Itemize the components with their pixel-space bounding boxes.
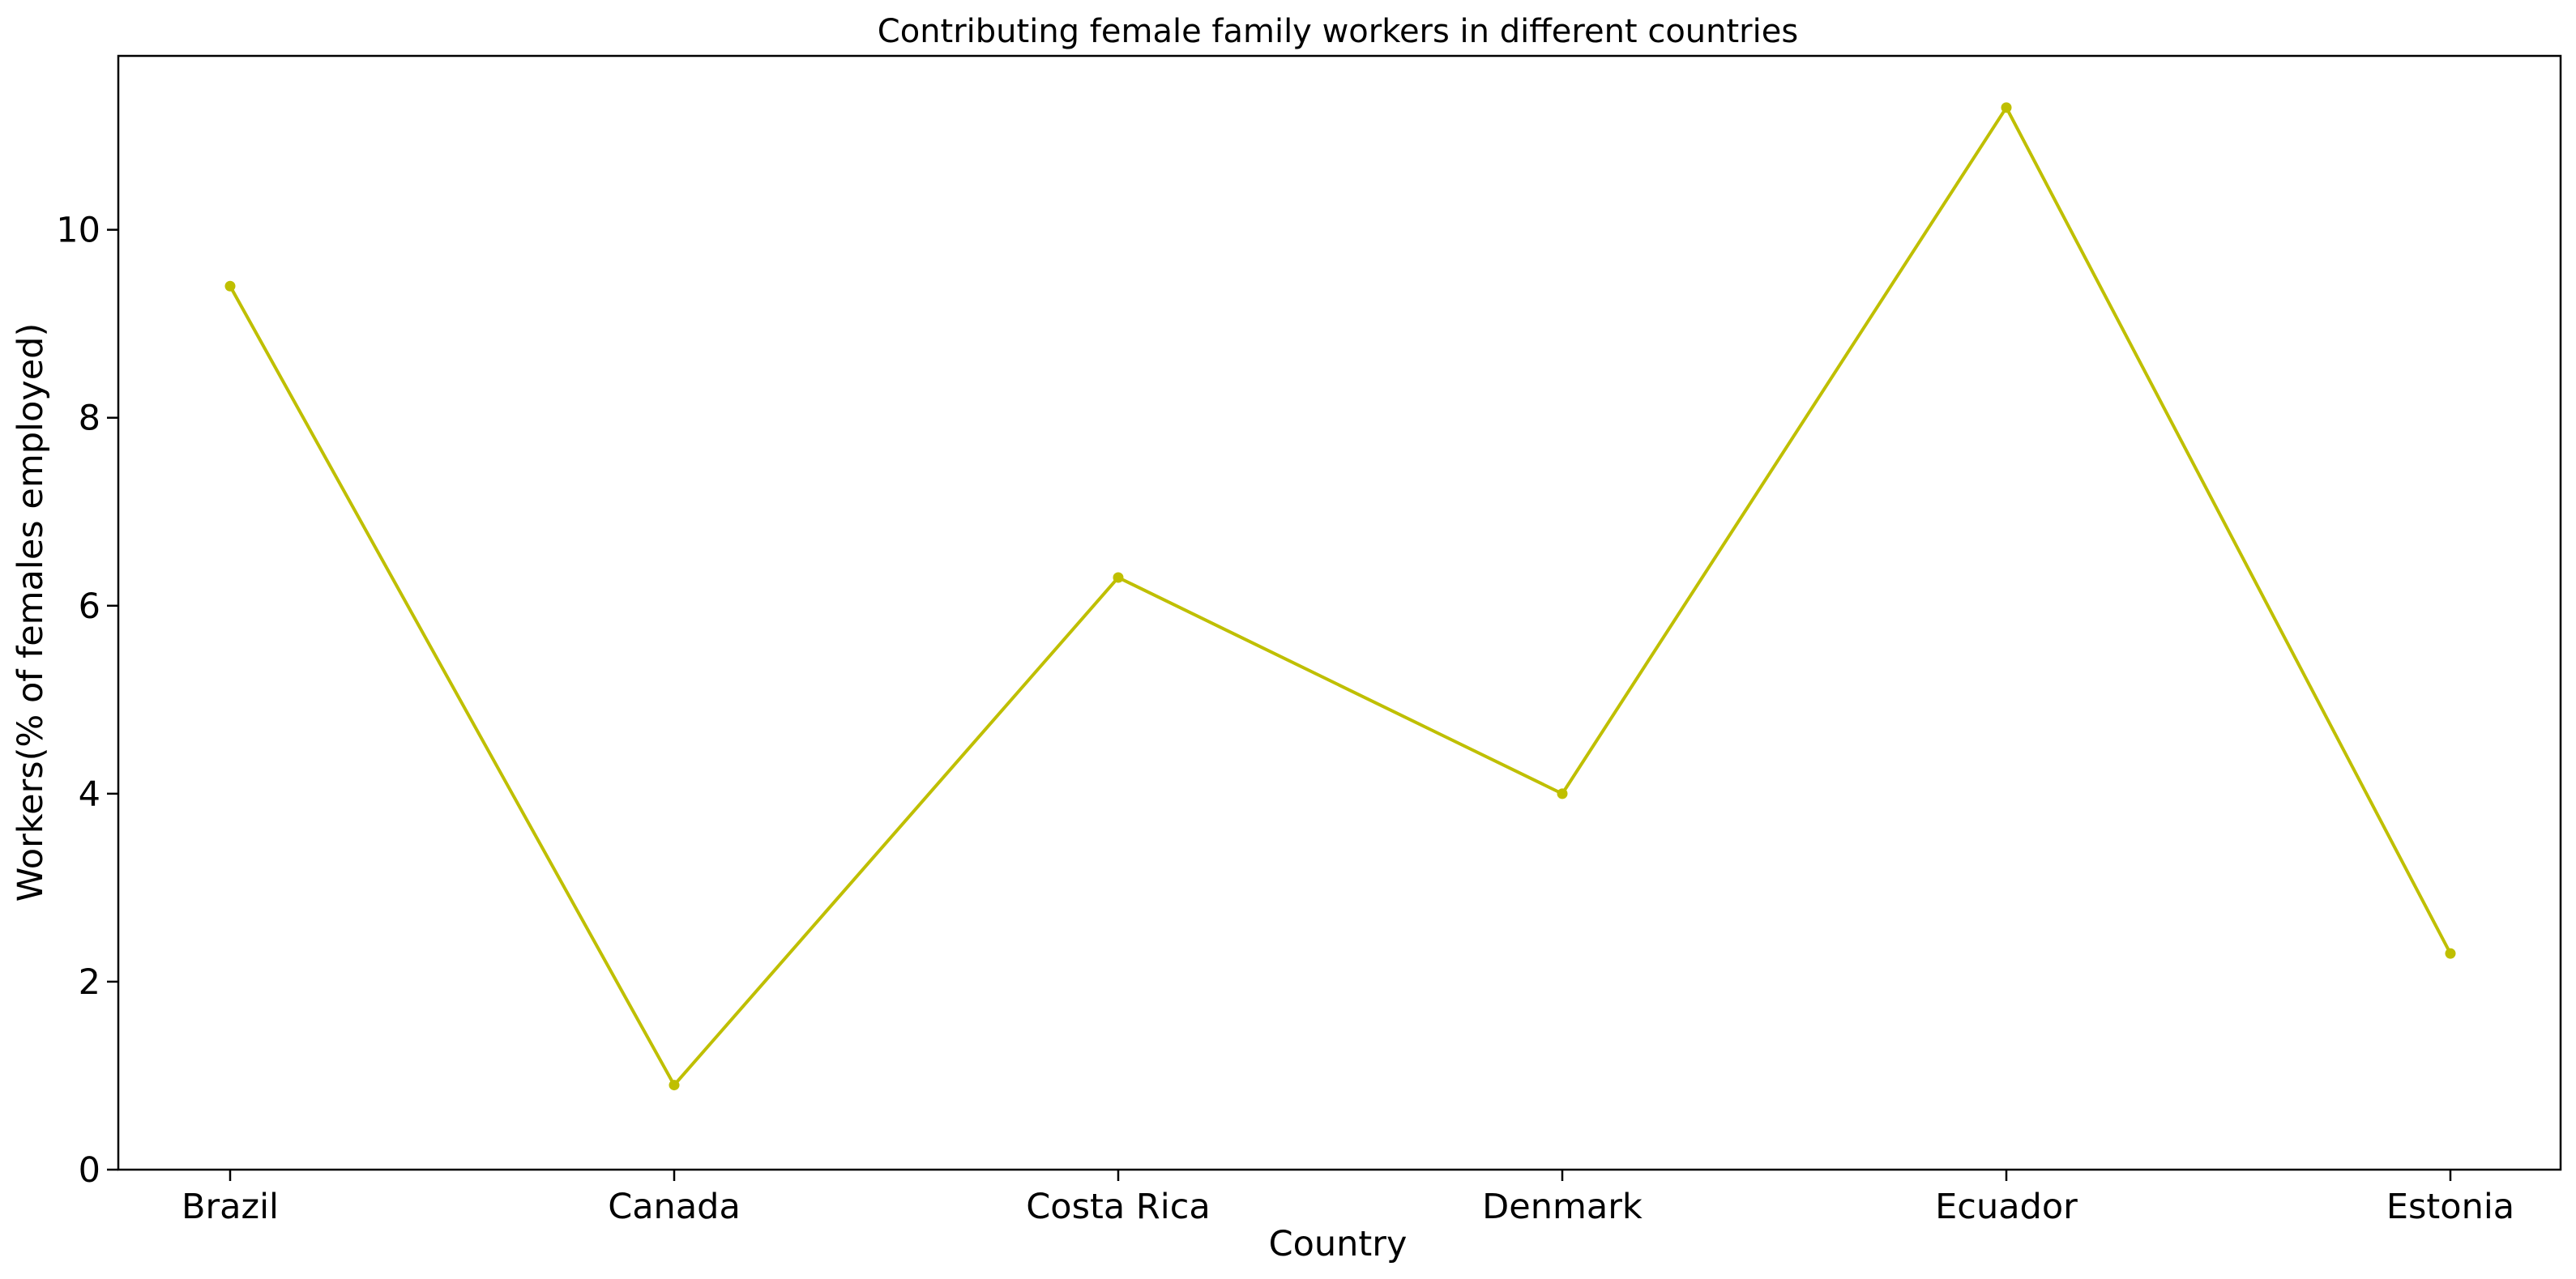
- x-axis: Brazil Canada Costa Rica Denmark Ecuador Esto…: [182, 1170, 2514, 1227]
- data-point: [2001, 102, 2012, 113]
- y-tick-label: 8: [79, 399, 100, 439]
- x-axis-label: Country: [1269, 1224, 1408, 1264]
- data-point: [669, 1080, 680, 1091]
- y-axis-label: Workers(% of females employed): [11, 323, 51, 902]
- data-point: [224, 280, 236, 292]
- x-tick-label: Costa Rica: [1026, 1187, 1210, 1227]
- plot-area-frame: [117, 54, 2562, 1171]
- x-tick-label: Brazil: [182, 1187, 279, 1227]
- y-tick-label: 4: [79, 774, 100, 815]
- y-tick-label: 2: [79, 962, 100, 1003]
- data-point: [2445, 948, 2456, 959]
- series-line: [229, 105, 2452, 1087]
- x-tick-label: Denmark: [1482, 1187, 1643, 1227]
- y-axis: 0 2 4 6 8 10: [56, 211, 118, 1191]
- chart-title: Contributing female family workers in di…: [878, 13, 1798, 50]
- y-tick-label: 10: [56, 211, 100, 251]
- data-point: [1557, 788, 1568, 799]
- data-point: [1113, 572, 1124, 583]
- series-layer: [224, 102, 2456, 1091]
- y-tick-label: 6: [79, 586, 100, 627]
- x-tick-label: Estonia: [2386, 1187, 2514, 1227]
- y-tick-label: 0: [79, 1150, 100, 1191]
- x-tick-label: Ecuador: [1935, 1187, 2078, 1227]
- x-tick-label: Canada: [608, 1187, 741, 1227]
